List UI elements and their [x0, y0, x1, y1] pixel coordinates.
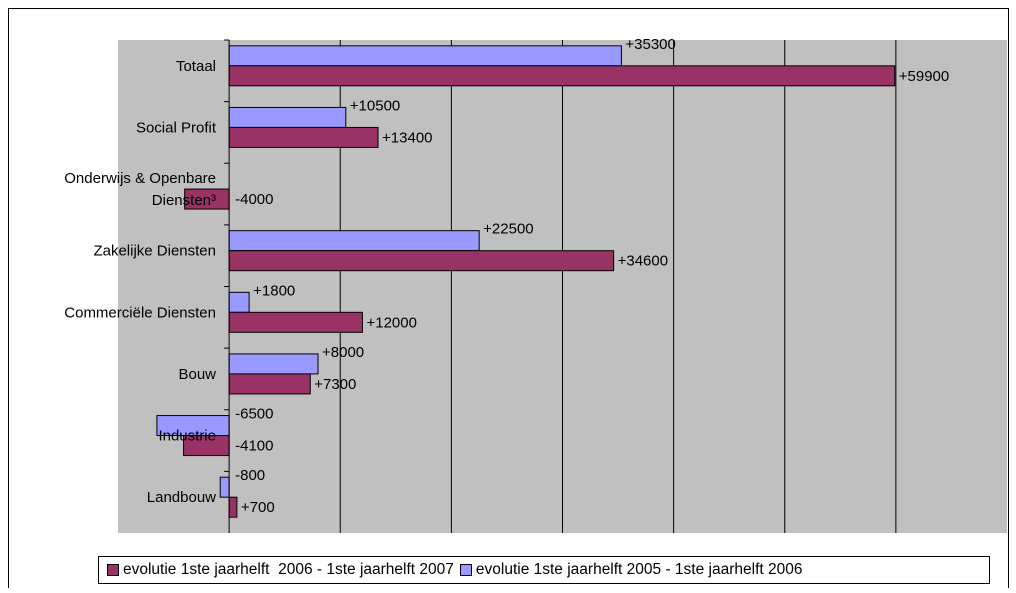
- data-label: -6500: [235, 406, 273, 423]
- data-label: -4100: [235, 438, 273, 455]
- category-label: Bouw: [178, 366, 216, 383]
- chart-frame: [8, 8, 1009, 588]
- data-label: +7300: [314, 376, 356, 393]
- data-label: +700: [241, 499, 275, 516]
- legend-label-2005-2006: evolutie 1ste jaarhelft 2005 - 1ste jaar…: [475, 561, 803, 578]
- data-label: +8000: [322, 344, 364, 361]
- bars: [156, 45, 896, 518]
- data-label: +10500: [350, 97, 400, 114]
- data-label: -4000: [235, 191, 273, 208]
- bar: [228, 230, 480, 252]
- legend-item-2006-2007: evolutie 1ste jaarhelft 2006 - 1ste jaar…: [107, 561, 454, 579]
- legend-item-2005-2006: evolutie 1ste jaarhelft 2005 - 1ste jaar…: [459, 561, 803, 579]
- category-label: Zakelijke Diensten: [93, 243, 216, 260]
- data-label: +12000: [366, 314, 416, 331]
- category-label: Commerciële Diensten: [64, 304, 216, 321]
- bar: [228, 353, 319, 375]
- category-label: Landbouw: [147, 489, 216, 506]
- bar: [228, 496, 238, 518]
- bar: [219, 476, 230, 498]
- legend-swatch-2006-2007: [107, 564, 119, 576]
- legend-label-2006-2007: evolutie 1ste jaarhelft 2006 - 1ste jaar…: [123, 561, 454, 578]
- category-label: Social Profit: [136, 119, 217, 136]
- bar: [228, 45, 622, 67]
- data-label: +22500: [483, 221, 533, 238]
- data-label: +35300: [625, 36, 675, 53]
- bar: [228, 106, 347, 128]
- legend-swatch-2005-2006: [459, 564, 472, 576]
- bar: [228, 373, 311, 395]
- category-label: Onderwijs & Openbare: [64, 170, 216, 187]
- category-axis: Totaal Social Profit Onderwijs & Openbare D…: [64, 39, 230, 533]
- data-label: +59900: [899, 68, 949, 85]
- category-label: Totaal: [176, 58, 216, 75]
- bar: [228, 291, 250, 313]
- data-labels: +35300 +59900 +10500 +13400 -4000 +22500 +3460…: [235, 36, 949, 516]
- data-label: +34600: [618, 253, 668, 270]
- bar: [228, 126, 379, 148]
- data-label: +1800: [253, 282, 295, 299]
- category-label: Diensten³: [152, 192, 216, 209]
- category-label: Industrie: [158, 428, 216, 445]
- data-label: -800: [235, 467, 265, 484]
- legend: evolutie 1ste jaarhelft 2006 - 1ste jaar…: [98, 556, 990, 584]
- bar: [228, 65, 896, 87]
- bar: [228, 250, 615, 272]
- data-label: +13400: [382, 129, 432, 146]
- bar: [228, 311, 363, 333]
